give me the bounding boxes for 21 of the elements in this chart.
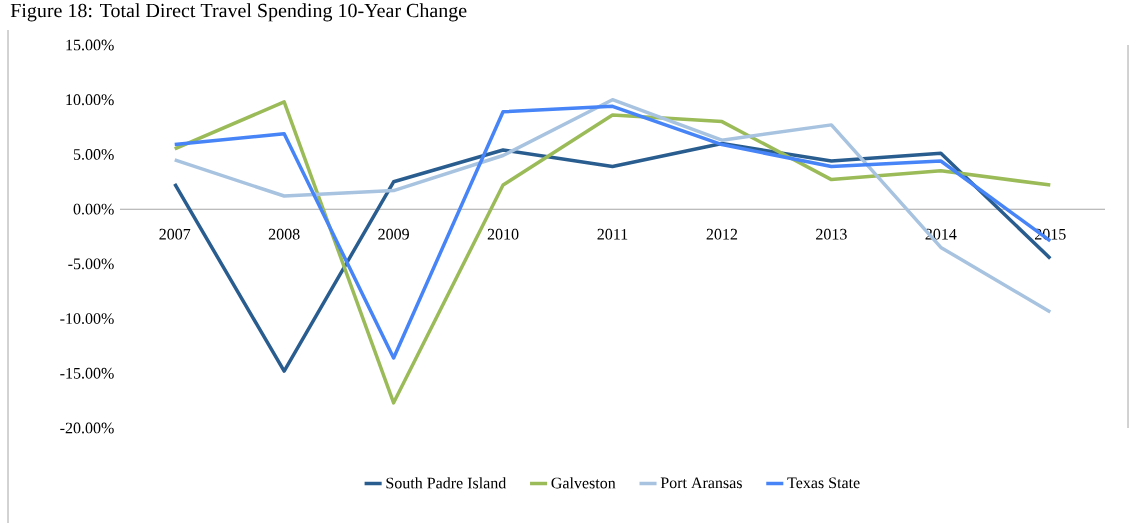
y-tick-label: -20.00% — [60, 422, 114, 434]
y-tick-label: -10.00% — [60, 313, 114, 324]
x-tick-label: 2013 — [816, 228, 847, 240]
x-tick-label: 2011 — [597, 228, 628, 240]
y-tick-label: 15.00% — [66, 39, 114, 51]
x-tick-label: 2010 — [487, 228, 519, 240]
legend-label: South Padre Island — [386, 477, 507, 489]
legend-label: Galveston — [551, 477, 616, 489]
y-tick-label: 5.00% — [73, 149, 114, 160]
y-tick-label: 0.00% — [73, 203, 114, 215]
chart-title: Figure 18: Total Direct Travel Spending 10-Year Change — [10, 3, 467, 22]
x-tick-label: 2012 — [706, 228, 738, 240]
x-tick-label: 2009 — [378, 228, 409, 240]
x-tick-label: 2014 — [925, 228, 957, 240]
x-tick-label: 2007 — [159, 228, 191, 240]
y-tick-label: -15.00% — [60, 367, 114, 379]
legend-label: Texas State — [787, 477, 860, 489]
x-tick-label: 2008 — [268, 228, 300, 240]
y-tick-label: -5.00% — [68, 258, 114, 270]
y-tick-label: 10.00% — [66, 94, 114, 106]
legend-label: Port Aransas — [660, 477, 742, 489]
